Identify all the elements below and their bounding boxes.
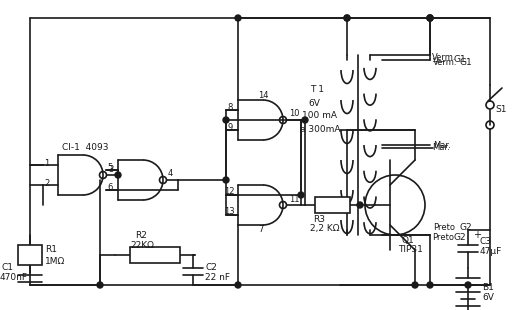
Text: 10: 10: [289, 109, 300, 118]
Text: 6V: 6V: [482, 294, 494, 303]
Text: C1: C1: [2, 263, 14, 272]
Circle shape: [412, 282, 418, 288]
Text: 6V: 6V: [308, 99, 320, 108]
Circle shape: [427, 15, 433, 21]
Text: 1: 1: [44, 158, 49, 167]
Text: T 1: T 1: [310, 86, 324, 95]
Circle shape: [97, 282, 103, 288]
Circle shape: [298, 192, 304, 198]
Text: +: +: [473, 230, 481, 240]
Text: 22KΩ: 22KΩ: [130, 241, 154, 250]
Circle shape: [427, 282, 433, 288]
Text: Mar.: Mar.: [433, 141, 451, 150]
Text: Preto: Preto: [433, 223, 455, 232]
Circle shape: [302, 117, 308, 123]
Text: 14: 14: [258, 91, 268, 100]
Text: 4: 4: [168, 170, 173, 179]
Text: S1: S1: [495, 105, 506, 114]
Bar: [18, 245, 42, 265]
Text: 1MΩ: 1MΩ: [45, 256, 65, 265]
Circle shape: [427, 15, 433, 21]
Text: 12: 12: [224, 188, 235, 197]
Text: Preto: Preto: [432, 233, 454, 242]
Circle shape: [235, 15, 241, 21]
Circle shape: [465, 282, 471, 288]
Circle shape: [357, 202, 363, 208]
Text: Verm.: Verm.: [432, 54, 457, 63]
Circle shape: [235, 282, 241, 288]
Circle shape: [223, 177, 229, 183]
Text: G1: G1: [460, 58, 473, 67]
Text: 2: 2: [44, 179, 49, 188]
Text: CI-1  4093: CI-1 4093: [62, 144, 109, 153]
Text: G2: G2: [453, 233, 465, 242]
Text: 100 mA: 100 mA: [302, 112, 337, 121]
Text: 470nF: 470nF: [0, 272, 28, 281]
Text: 3: 3: [108, 165, 113, 174]
Text: 13: 13: [224, 207, 235, 216]
Text: 22 nF: 22 nF: [205, 273, 230, 282]
Text: Q1: Q1: [402, 236, 415, 245]
Text: R2: R2: [135, 231, 147, 240]
Circle shape: [115, 172, 121, 178]
Text: 9: 9: [227, 122, 232, 131]
Text: ────: ────: [432, 60, 445, 65]
Text: Mar.: Mar.: [432, 144, 450, 153]
Text: 7: 7: [258, 224, 263, 233]
Text: 8: 8: [227, 103, 232, 112]
Text: B1: B1: [482, 284, 494, 293]
Bar: [130, 247, 180, 263]
Text: Verm.: Verm.: [433, 58, 458, 67]
Text: 47μF: 47μF: [480, 247, 502, 256]
Bar: [315, 197, 350, 213]
Text: G2: G2: [460, 223, 473, 232]
Text: R1: R1: [45, 246, 57, 255]
Text: C3: C3: [480, 237, 492, 246]
Text: R3: R3: [313, 215, 325, 224]
Circle shape: [427, 15, 433, 21]
Text: 2,2 KΩ: 2,2 KΩ: [310, 224, 340, 233]
Text: G1: G1: [453, 55, 466, 64]
Circle shape: [344, 15, 350, 21]
Text: a 300mA: a 300mA: [300, 125, 341, 134]
Text: C2: C2: [205, 264, 217, 272]
Text: TIP31: TIP31: [398, 245, 423, 254]
Text: 11: 11: [289, 194, 300, 203]
Text: 6: 6: [107, 183, 112, 192]
Text: 5: 5: [107, 162, 112, 171]
Circle shape: [344, 15, 350, 21]
Circle shape: [223, 117, 229, 123]
